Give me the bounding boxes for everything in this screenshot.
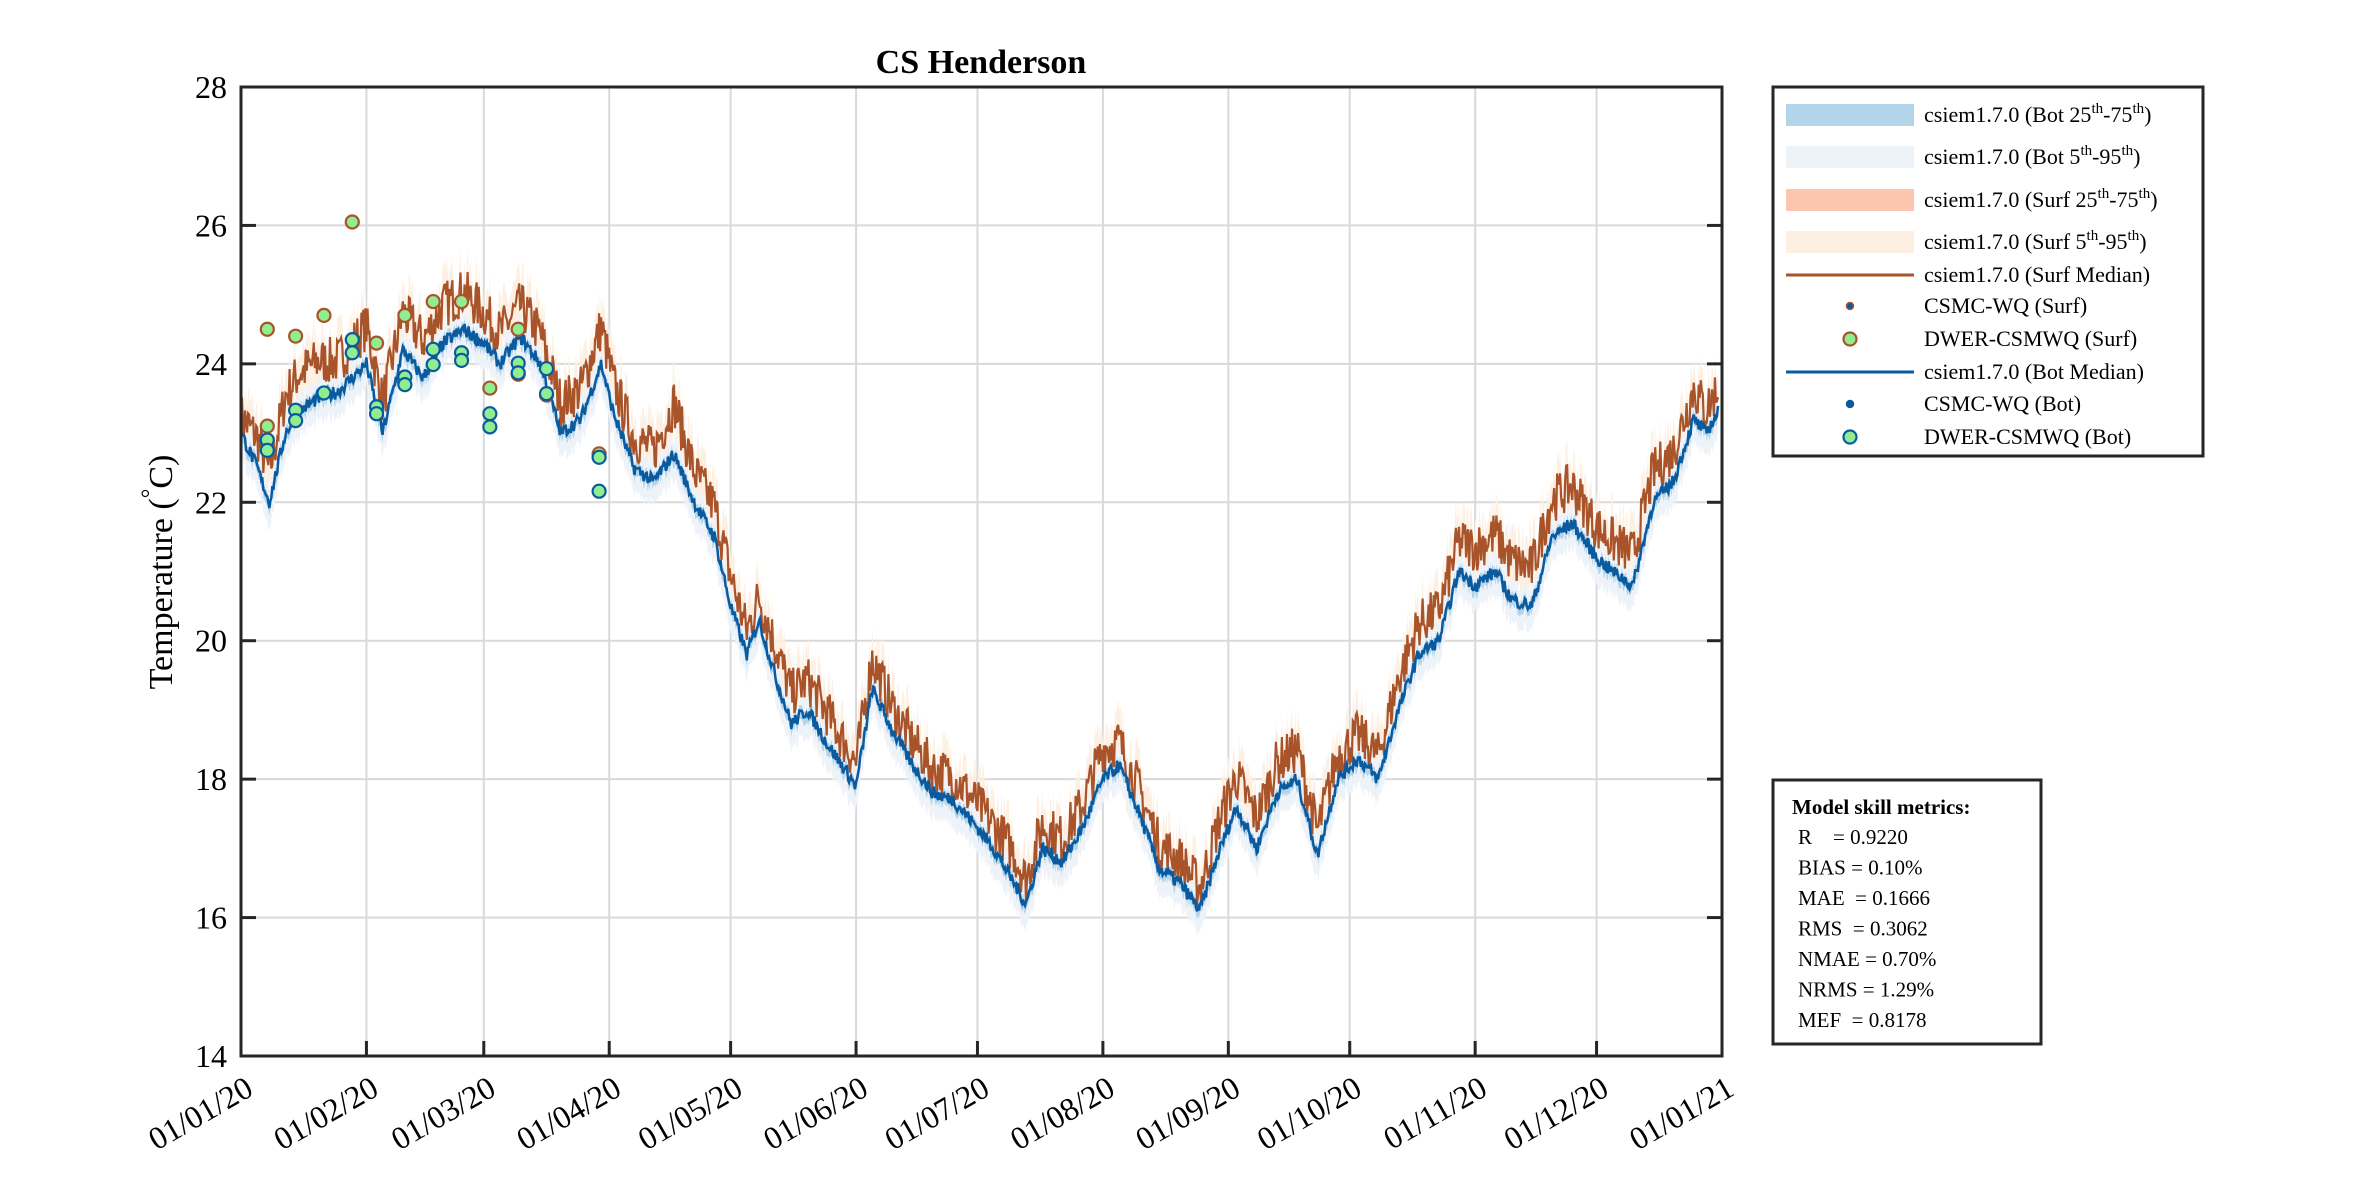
x-tick-label: 01/06/20 bbox=[757, 1069, 874, 1157]
legend-marker bbox=[1845, 399, 1855, 409]
obs-point-bot bbox=[344, 345, 360, 361]
metric-line: BIAS = 0.10% bbox=[1798, 856, 1922, 880]
legend-swatch bbox=[1786, 146, 1914, 168]
legend-label: csiem1.7.0 (Surf 25th-75th) bbox=[1924, 186, 2158, 212]
chart-title: CS Henderson bbox=[876, 44, 1087, 81]
obs-point-bot bbox=[591, 449, 607, 465]
obs-point-bot bbox=[538, 386, 555, 402]
x-tick-label: 01/07/20 bbox=[878, 1069, 995, 1157]
obs-point-bot bbox=[425, 356, 441, 373]
y-tick-label: 16 bbox=[195, 900, 227, 936]
obs-point-bot bbox=[344, 332, 360, 348]
legend-label: CSMC-WQ (Bot) bbox=[1924, 391, 2081, 416]
obs-point-bot bbox=[316, 385, 332, 401]
legend-item: csiem1.7.0 (Bot 5th-95th) bbox=[1786, 143, 2140, 169]
metric-line: MEF = 0.8178 bbox=[1798, 1008, 1927, 1032]
x-tick-label: 01/04/20 bbox=[510, 1069, 627, 1157]
x-tick-label: 01/01/21 bbox=[1623, 1069, 1740, 1157]
obs-point-surf bbox=[288, 328, 304, 344]
observations bbox=[259, 214, 607, 499]
legend-swatch bbox=[1786, 104, 1914, 126]
y-axis-label: Temperature (°C) bbox=[138, 455, 180, 690]
x-tick-label: 01/11/20 bbox=[1377, 1069, 1493, 1156]
metric-line: R = 0.9220 bbox=[1798, 825, 1908, 849]
bot-5-95-band bbox=[241, 306, 1718, 936]
legend-item: csiem1.7.0 (Surf 5th-95th) bbox=[1786, 228, 2147, 254]
median-lines bbox=[239, 272, 1720, 912]
metric-line: NRMS = 1.29% bbox=[1798, 978, 1934, 1002]
x-tick-label: 01/10/20 bbox=[1251, 1069, 1368, 1157]
obs-point-surf bbox=[368, 335, 385, 351]
legend-item: csiem1.7.0 (Bot 25th-75th) bbox=[1786, 101, 2151, 127]
y-tick-label: 24 bbox=[195, 346, 227, 382]
obs-point-bot bbox=[453, 352, 470, 368]
metrics-box: Model skill metrics: R = 0.9220 BIAS = 0.… bbox=[1771, 778, 2043, 1046]
y-tick-label: 20 bbox=[195, 623, 227, 659]
obs-point-surf bbox=[453, 293, 470, 310]
legend-label: csiem1.7.0 (Surf 5th-95th) bbox=[1924, 228, 2147, 254]
legend: csiem1.7.0 (Bot 25th-75th) csiem1.7.0 (Bo… bbox=[1771, 85, 2205, 458]
legend-label: CSMC-WQ (Surf) bbox=[1924, 293, 2087, 318]
legend-marker bbox=[1845, 301, 1855, 311]
legend-item: CSMC-WQ (Bot) bbox=[1845, 391, 2081, 416]
plot-frame bbox=[239, 85, 1724, 1058]
obs-point-surf bbox=[316, 307, 332, 324]
metric-line: NMAE = 0.70% bbox=[1798, 947, 1936, 971]
legend-marker bbox=[1842, 429, 1858, 445]
x-tick-label: 01/01/20 bbox=[142, 1069, 259, 1157]
obs-point-bot bbox=[288, 413, 304, 429]
x-tick-label: 01/12/20 bbox=[1498, 1069, 1615, 1157]
legend-swatch bbox=[1786, 231, 1914, 253]
x-tick-label: 01/03/20 bbox=[385, 1069, 502, 1157]
legend-marker bbox=[1842, 331, 1858, 347]
obs-point-bot bbox=[510, 365, 526, 381]
obs-point-bot bbox=[397, 377, 413, 393]
obs-point-surf bbox=[344, 214, 360, 230]
x-tick-label: 01/05/20 bbox=[632, 1069, 749, 1157]
x-tick-label: 01/08/20 bbox=[1004, 1069, 1121, 1157]
legend-item: csiem1.7.0 (Bot Median) bbox=[1786, 359, 2144, 384]
obs-point-surf bbox=[510, 321, 526, 337]
obs-point-surf bbox=[259, 418, 275, 434]
obs-point-bot bbox=[482, 419, 498, 435]
x-tick-label: 01/02/20 bbox=[267, 1069, 384, 1157]
legend-item: DWER-CSMWQ (Surf) bbox=[1842, 326, 2137, 351]
metrics-title: Model skill metrics: bbox=[1792, 795, 1970, 819]
legend-label: csiem1.7.0 (Surf Median) bbox=[1924, 262, 2150, 287]
obs-point-surf bbox=[425, 293, 441, 310]
legend-label: DWER-CSMWQ (Bot) bbox=[1924, 424, 2131, 449]
metric-line: MAE = 0.1666 bbox=[1798, 886, 1930, 910]
legend-item: DWER-CSMWQ (Bot) bbox=[1842, 424, 2131, 449]
obs-point-surf bbox=[397, 307, 413, 324]
y-tick-label: 18 bbox=[195, 761, 227, 797]
legend-label: DWER-CSMWQ (Surf) bbox=[1924, 326, 2137, 351]
bot-median-line bbox=[239, 323, 1720, 912]
legend-label: csiem1.7.0 (Bot 5th-95th) bbox=[1924, 143, 2140, 169]
metric-line: RMS = 0.3062 bbox=[1798, 917, 1928, 941]
legend-label: csiem1.7.0 (Bot Median) bbox=[1924, 359, 2144, 384]
y-tick-label: 28 bbox=[195, 69, 227, 105]
y-tick-label: 14 bbox=[195, 1038, 227, 1074]
obs-point-bot bbox=[538, 361, 555, 377]
legend-item: csiem1.7.0 (Surf 25th-75th) bbox=[1786, 186, 2158, 212]
obs-point-surf bbox=[482, 380, 498, 396]
obs-point-bot bbox=[259, 442, 275, 458]
legend-item: csiem1.7.0 (Surf Median) bbox=[1786, 262, 2150, 287]
legend-label: csiem1.7.0 (Bot 25th-75th) bbox=[1924, 101, 2151, 127]
legend-item: CSMC-WQ (Surf) bbox=[1845, 293, 2087, 318]
surf-median-line bbox=[239, 272, 1720, 905]
grid bbox=[241, 87, 1722, 1056]
axis-ticks: 14 16 18 20 22 24 26 28 01/01/20 01/02/20 01/03/20… bbox=[142, 69, 1740, 1157]
legend-swatch bbox=[1786, 189, 1914, 211]
x-tick-label: 01/09/20 bbox=[1129, 1069, 1246, 1157]
obs-point-bot bbox=[425, 341, 441, 357]
obs-point-bot bbox=[591, 483, 607, 499]
obs-point-bot bbox=[368, 406, 385, 422]
obs-point-bot bbox=[482, 406, 498, 422]
obs-point-surf bbox=[259, 321, 275, 337]
y-tick-label: 22 bbox=[195, 484, 227, 520]
y-tick-label: 26 bbox=[195, 207, 227, 243]
